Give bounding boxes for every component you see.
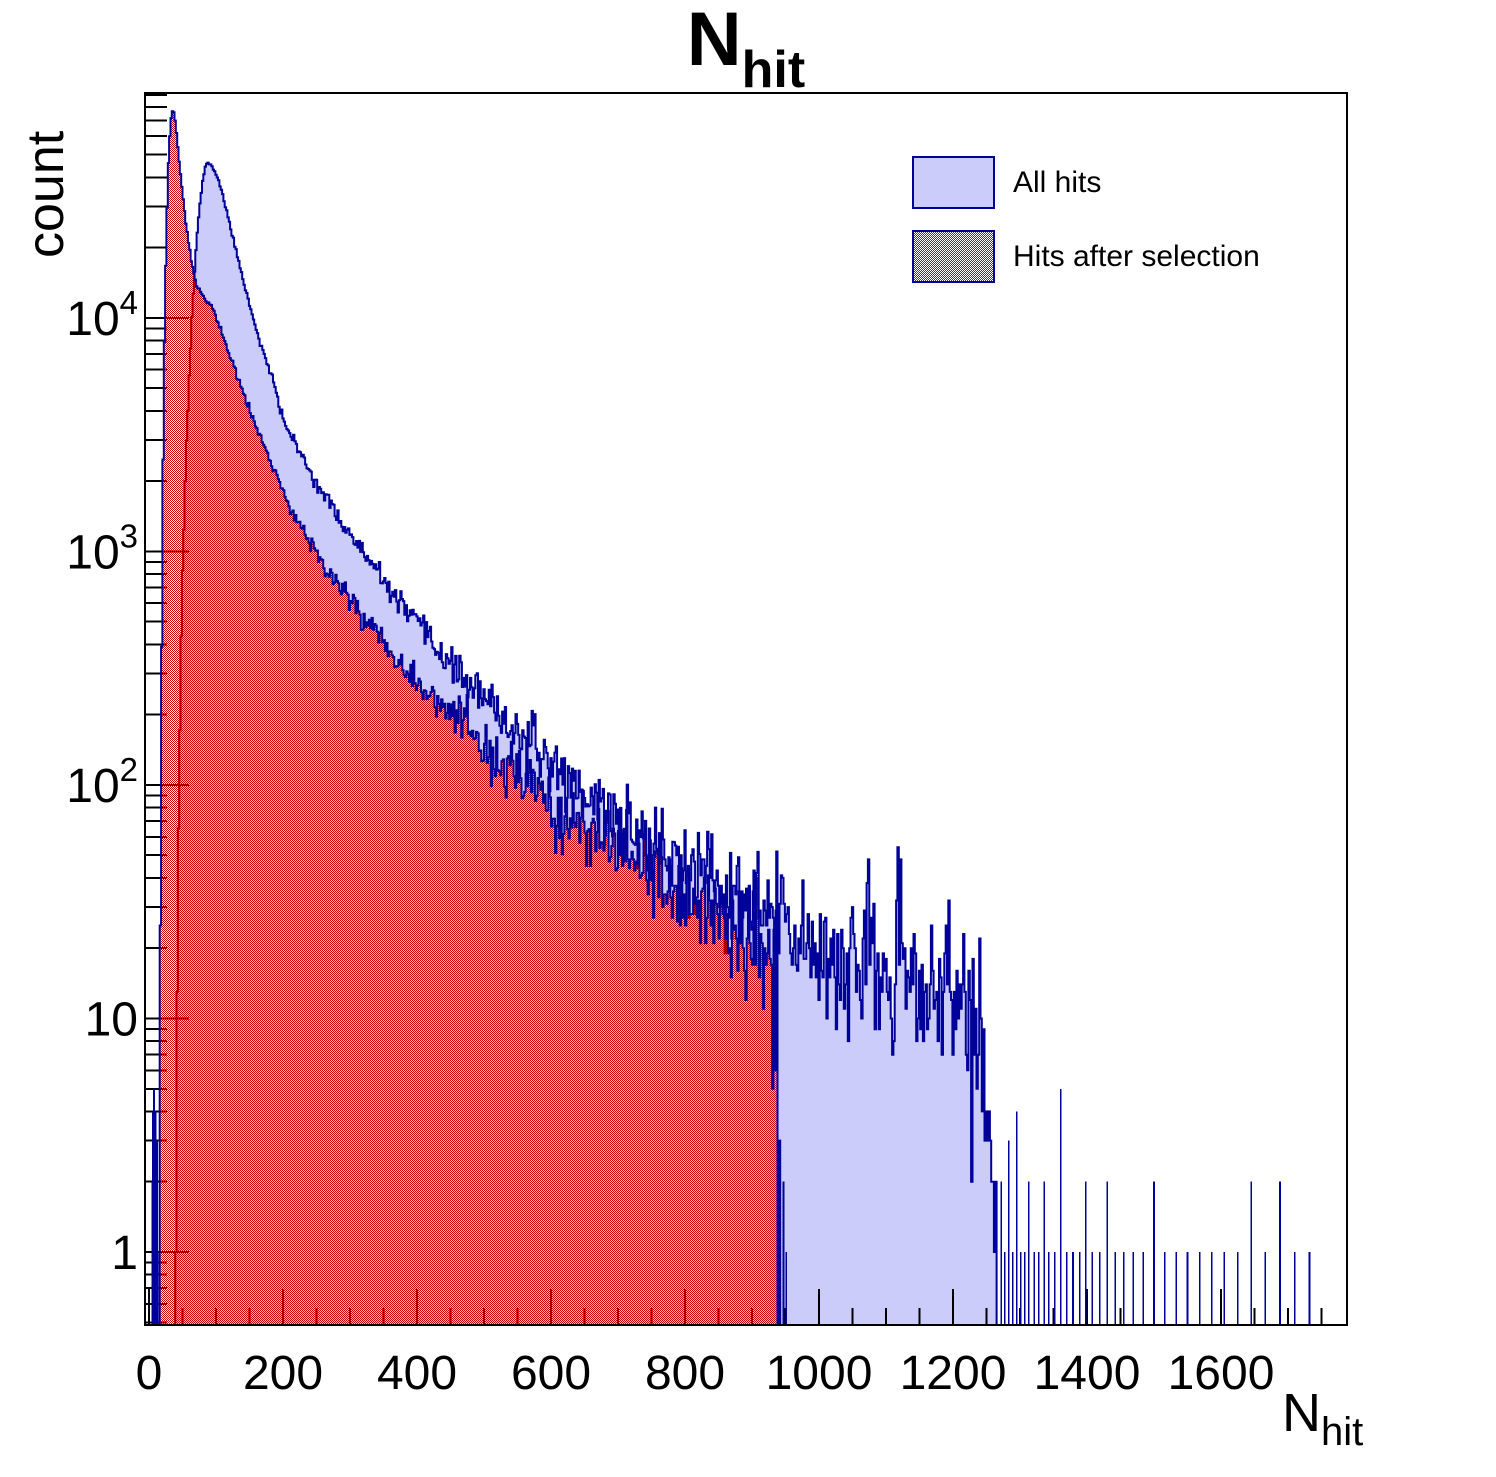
y-tick-label: 10 — [85, 994, 138, 1047]
legend-label-hits-after-selection: Hits after selection — [1013, 239, 1260, 273]
legend: All hits Hits after selection — [912, 156, 1260, 305]
x-tick-label: 600 — [511, 1347, 591, 1400]
x-tick-label: 200 — [243, 1347, 323, 1400]
y-tick-label: 103 — [66, 517, 138, 579]
x-tick-label: 800 — [645, 1347, 725, 1400]
plot-title-main: N — [686, 0, 742, 82]
tail-spike-bars — [151, 1088, 1311, 1325]
y-tick-label: 102 — [66, 751, 138, 813]
x-tick-label: 1400 — [1034, 1347, 1141, 1400]
x-tick-labels: 0 200 400 600 800 1000 1200 1400 1600 — [136, 1347, 1275, 1400]
legend-swatch-hits-after-selection — [912, 230, 995, 283]
x-axis-title: Nhit — [1282, 1382, 1363, 1454]
legend-swatch-all-hits — [912, 156, 995, 209]
legend-item-hits-after-selection: Hits after selection — [912, 230, 1260, 283]
y-axis-title: count — [17, 130, 75, 258]
x-tick-label: 1200 — [900, 1347, 1007, 1400]
plot-title-subscript: hit — [741, 41, 806, 99]
plot-frame — [144, 92, 1348, 1326]
legend-item-all-hits: All hits — [912, 156, 1260, 209]
x-tick-label: 400 — [377, 1347, 457, 1400]
x-axis-title-main: N — [1282, 1383, 1321, 1443]
x-tick-label: 1600 — [1168, 1347, 1275, 1400]
y-tick-labels: 1 10 102 103 104 — [66, 284, 138, 1280]
x-tick-label: 1000 — [766, 1347, 873, 1400]
y-tick-label: 104 — [66, 284, 138, 346]
histogram-hits-after-selection — [158, 110, 782, 1326]
y-tick-label: 1 — [111, 1227, 138, 1280]
x-axis-title-subscript: hit — [1321, 1410, 1364, 1454]
legend-label-all-hits: All hits — [1013, 165, 1102, 199]
plot-title: Nhit — [145, 0, 1347, 99]
x-tick-label: 0 — [136, 1347, 163, 1400]
